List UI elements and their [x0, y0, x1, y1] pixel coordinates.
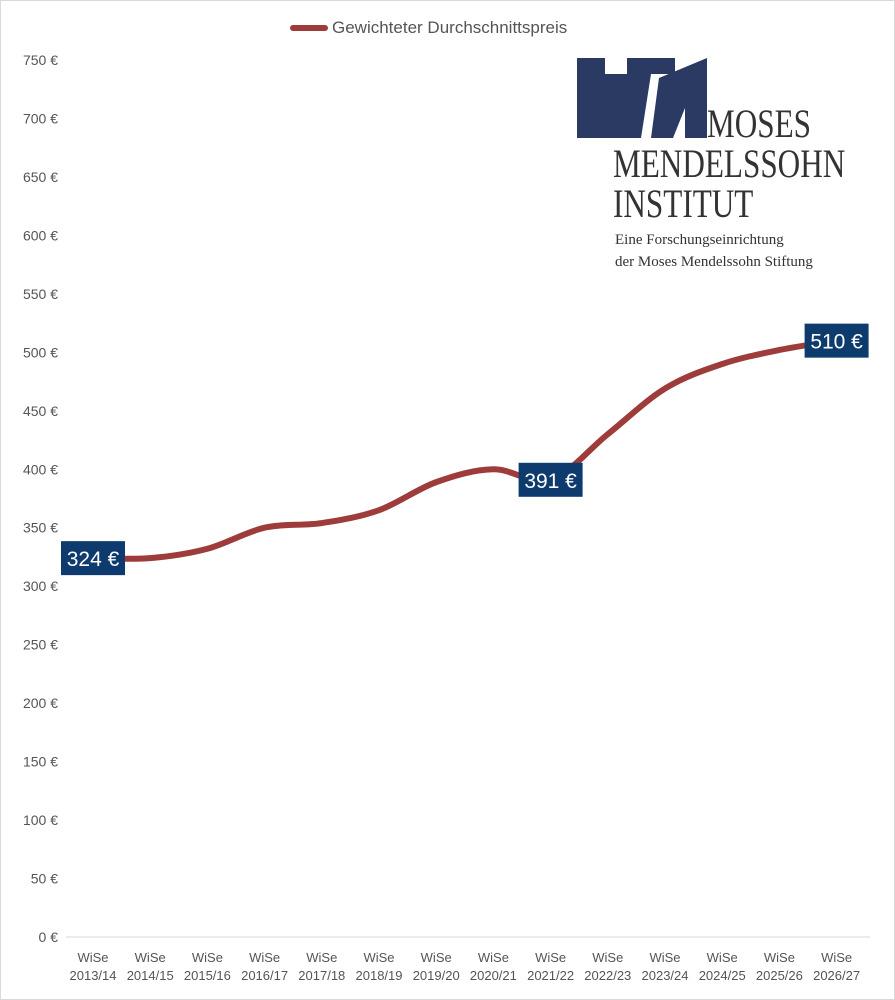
y-tick-label: 350 € — [23, 520, 58, 536]
y-tick-label: 150 € — [23, 754, 58, 770]
x-tick-label: WiSe 2021/22 — [527, 950, 574, 983]
data-label: 391 € — [524, 470, 577, 493]
y-tick-label: 50 € — [31, 871, 58, 887]
x-tick-label: WiSe 2014/15 — [127, 950, 174, 983]
data-label: 324 € — [67, 548, 120, 571]
data-label-box — [804, 323, 869, 358]
x-tick-label: WiSe 2023/24 — [642, 950, 689, 983]
x-tick-label: WiSe 2022/23 — [584, 950, 631, 983]
x-tick-label: WiSe 2020/21 — [470, 950, 517, 983]
x-tick-label: WiSe 2026/27 — [813, 950, 860, 983]
logo-name-line1: MOSES — [707, 101, 812, 146]
logo-name-line3: INSTITUT — [613, 181, 754, 226]
y-tick-label: 250 € — [23, 637, 58, 653]
chart-legend: Gewichteter Durchschnittspreis — [290, 16, 567, 40]
data-label: 510 € — [810, 331, 863, 354]
institute-logo: MOSES MENDELSSOHN INSTITUT Eine Forschun… — [565, 52, 845, 282]
y-tick-label: 300 € — [23, 578, 58, 594]
x-tick-label: WiSe 2024/25 — [699, 950, 746, 983]
mmi-logo-mark-icon — [577, 58, 707, 138]
x-tick-label: WiSe 2013/14 — [70, 950, 117, 983]
logo-name-line2: MENDELSSOHN — [613, 141, 846, 186]
x-tick-label: WiSe 2015/16 — [184, 950, 231, 983]
y-tick-label: 0 € — [39, 929, 59, 945]
x-tick-label: WiSe 2016/17 — [241, 950, 288, 983]
y-tick-label: 750 € — [23, 52, 58, 68]
y-tick-label: 100 € — [23, 812, 58, 828]
y-tick-label: 200 € — [23, 695, 58, 711]
y-tick-label: 550 € — [23, 286, 58, 302]
legend-swatch — [290, 25, 328, 31]
y-tick-label: 500 € — [23, 344, 58, 360]
y-tick-label: 700 € — [23, 110, 58, 126]
y-tick-label: 600 € — [23, 227, 58, 243]
y-tick-label: 450 € — [23, 403, 58, 419]
logo-tagline2: der Moses Mendelssohn Stiftung — [615, 254, 813, 270]
x-tick-label: WiSe 2019/20 — [413, 950, 460, 983]
series-line — [90, 337, 840, 562]
x-tick-label: WiSe 2017/18 — [298, 950, 345, 983]
data-label-box — [518, 462, 583, 497]
x-tick-label: WiSe 2018/19 — [356, 950, 403, 983]
y-tick-label: 650 € — [23, 169, 58, 185]
logo-tagline1: Eine Forschungseinrichtung — [615, 232, 784, 248]
x-tick-label: WiSe 2025/26 — [756, 950, 803, 983]
legend-label: Gewichteter Durchschnittspreis — [332, 18, 568, 37]
data-label-box — [61, 541, 125, 576]
y-tick-label: 400 € — [23, 461, 58, 477]
